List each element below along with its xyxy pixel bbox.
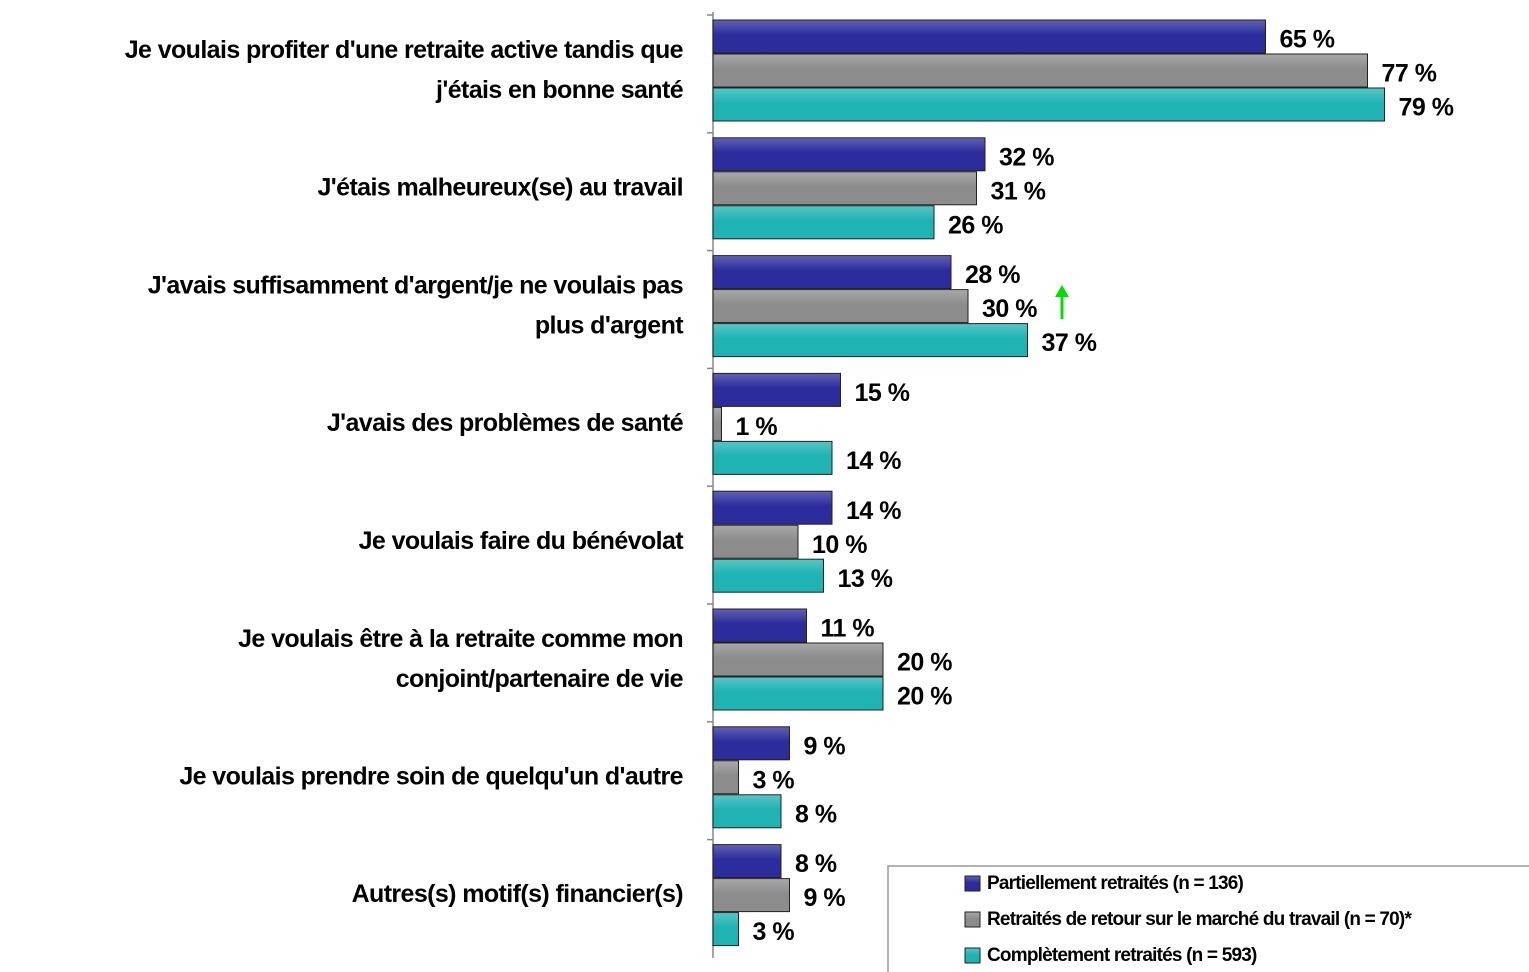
value-label: 26 % — [948, 211, 1003, 239]
bar — [712, 558, 824, 593]
value-label: 37 % — [1042, 329, 1097, 357]
legend-marker — [964, 947, 981, 964]
bar — [712, 323, 1028, 358]
category-label: Je voulais faire du bénévolat — [359, 527, 685, 555]
value-label: 9 % — [804, 732, 846, 760]
bar — [712, 760, 739, 795]
bar — [712, 289, 969, 324]
legend-box — [887, 865, 1529, 972]
annotation-arrow — [1055, 285, 1069, 319]
value-label: 14 % — [846, 497, 901, 525]
value-label: 20 % — [897, 649, 952, 677]
value-label: 8 % — [795, 800, 837, 828]
bar — [712, 19, 1266, 54]
bar — [712, 137, 986, 172]
bar — [712, 794, 782, 829]
value-label: 13 % — [838, 565, 893, 593]
legend-label: Retraités de retour sur le marché du tra… — [987, 909, 1412, 930]
value-label: 11 % — [821, 615, 875, 643]
value-label: 3 % — [753, 918, 795, 946]
bar — [712, 878, 790, 913]
value-label: 28 % — [965, 261, 1020, 289]
bar — [712, 372, 841, 407]
bar — [712, 255, 952, 290]
legend-label: Complètement retraités (n = 593) — [987, 945, 1257, 966]
bar — [712, 490, 833, 525]
value-label: 10 % — [812, 531, 867, 559]
value-label: 1 % — [736, 413, 778, 441]
value-label: 31 % — [991, 177, 1046, 205]
category-label: Je voulais prendre soin de quelqu'un d'a… — [179, 762, 683, 790]
value-label: 79 % — [1399, 94, 1454, 122]
value-label: 65 % — [1280, 26, 1335, 54]
value-label: 8 % — [795, 850, 837, 878]
legend-label: Partiellement retraités (n = 136) — [987, 873, 1244, 894]
value-label: 9 % — [804, 884, 846, 912]
value-label: 20 % — [897, 683, 952, 711]
bar — [712, 53, 1368, 88]
legend-marker — [964, 875, 981, 892]
value-label: 3 % — [753, 766, 795, 794]
value-label: 30 % — [982, 295, 1037, 323]
category-label: J'avais des problèmes de santé — [327, 409, 684, 437]
bar — [712, 642, 884, 677]
legend-marker — [964, 911, 981, 928]
bar — [712, 726, 790, 761]
category-label: J'avais suffisamment d'argent/je ne voul… — [148, 271, 685, 339]
category-label: Autres(s) motif(s) financier(s) — [352, 880, 684, 908]
value-label: 14 % — [846, 447, 901, 475]
bar — [712, 608, 807, 643]
value-label: 32 % — [999, 143, 1054, 171]
bar — [712, 205, 935, 240]
category-label: Je voulais être à la retraite comme mon c… — [238, 625, 684, 693]
bar — [712, 406, 722, 441]
bar — [712, 87, 1385, 122]
bar — [712, 171, 977, 206]
bar — [712, 524, 799, 559]
bar — [712, 440, 833, 475]
category-label: J'étais malheureux(se) au travail — [318, 173, 684, 201]
category-label: Je voulais profiter d'une retraite activ… — [125, 36, 684, 104]
value-label: 15 % — [855, 379, 910, 407]
bar — [712, 676, 884, 711]
bar — [712, 912, 739, 947]
bar — [712, 844, 782, 879]
value-label: 77 % — [1382, 60, 1437, 88]
